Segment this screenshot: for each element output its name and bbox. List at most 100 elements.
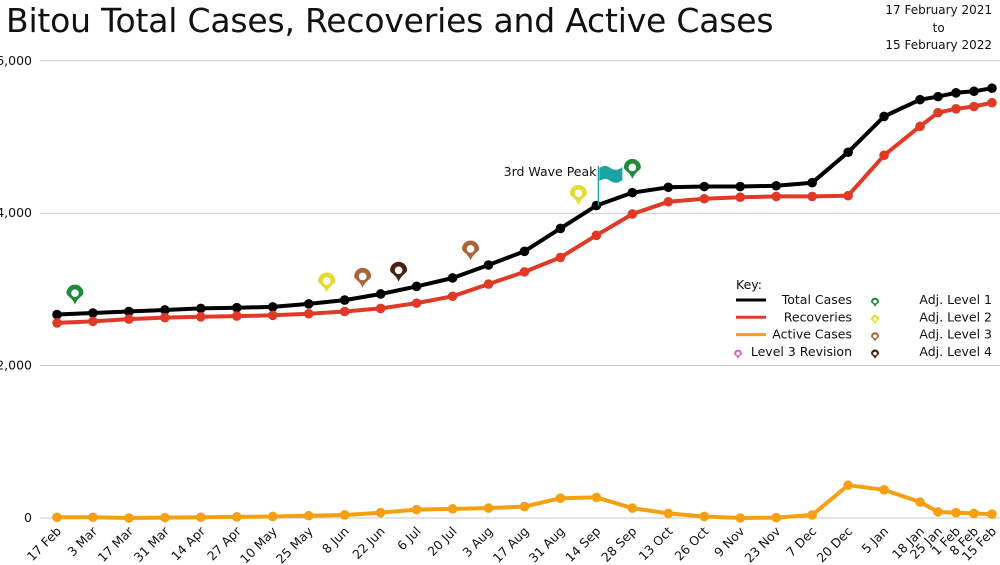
data-point xyxy=(771,191,781,202)
x-tick-label: 22 Jun xyxy=(349,524,387,562)
data-point xyxy=(987,83,997,94)
x-tick-label: 14 Sep xyxy=(562,523,603,564)
pin-hole xyxy=(736,351,740,356)
x-tick-label: 10 May xyxy=(237,523,280,565)
chart-legend: Key: Total Cases Recoveries Active Cases Lev… xyxy=(734,277,992,359)
level-marker-level1-icon xyxy=(66,284,84,305)
data-point xyxy=(196,312,206,322)
y-tick-label: 0 xyxy=(24,510,32,525)
pin-hole xyxy=(873,299,877,304)
data-point xyxy=(735,192,746,202)
x-tick-label: 26 Oct xyxy=(671,523,711,563)
data-point xyxy=(699,181,710,192)
data-point xyxy=(339,510,350,520)
legend-revision-label: Level 3 Revision xyxy=(751,344,852,359)
pin-hole xyxy=(873,351,877,356)
data-point xyxy=(483,503,494,513)
y-tick-label: 4,000 xyxy=(0,205,32,220)
data-point xyxy=(267,310,278,321)
pin-hole xyxy=(358,272,367,281)
data-point xyxy=(196,512,206,523)
y-axis-ticks: 0 2,000 4,000 6,000 xyxy=(0,53,32,525)
legend-level-label: Adj. Level 1 xyxy=(919,292,992,307)
data-point xyxy=(591,492,602,503)
data-point xyxy=(124,314,134,324)
pin-hole xyxy=(873,317,877,321)
peak-flag-icon xyxy=(599,166,623,183)
data-point xyxy=(627,209,638,219)
x-tick-label: 6 Jul xyxy=(394,524,424,554)
x-tick-label: 17 Mar xyxy=(95,523,137,565)
data-point xyxy=(52,309,62,320)
legend-level-label: Adj. Level 3 xyxy=(919,327,992,342)
date-range: 17 February 2021 to 15 February 2022 xyxy=(885,2,992,55)
data-point xyxy=(879,485,889,495)
data-series xyxy=(52,83,997,523)
data-point xyxy=(663,508,674,519)
data-point xyxy=(52,512,62,523)
legend-level-pin-icon xyxy=(871,314,879,325)
date-range-to: 15 February 2022 xyxy=(885,38,992,52)
data-point xyxy=(879,150,889,161)
data-point xyxy=(969,86,979,97)
data-point xyxy=(555,493,566,503)
data-point xyxy=(267,302,278,312)
x-tick-label: 28 Sep xyxy=(598,523,639,564)
data-point xyxy=(447,273,458,283)
data-point xyxy=(843,480,853,491)
pin-hole xyxy=(873,334,877,339)
data-point xyxy=(969,101,979,112)
data-point xyxy=(591,200,602,211)
data-point xyxy=(303,308,314,319)
x-tick-label: 20 Dec xyxy=(813,523,855,565)
level-marker-level3-icon xyxy=(462,240,480,261)
data-point xyxy=(843,190,853,201)
x-tick-label: 31 Mar xyxy=(131,523,173,565)
data-point xyxy=(447,504,458,514)
data-point xyxy=(933,91,943,102)
data-point xyxy=(915,94,925,105)
data-point xyxy=(160,512,170,523)
x-tick-label: 20 Jul xyxy=(424,524,459,559)
level-marker-level2-icon xyxy=(569,184,587,205)
pin-hole xyxy=(394,266,403,275)
data-point xyxy=(339,295,350,305)
legend-revision-pin-icon xyxy=(734,349,742,359)
x-tick-label: 31 Aug xyxy=(526,524,568,565)
level-marker-level2-icon xyxy=(318,272,336,293)
x-tick-label: 13 Oct xyxy=(635,523,675,563)
chart-title: Bitou Total Cases, Recoveries and Active… xyxy=(6,1,774,40)
data-point xyxy=(519,267,530,277)
data-point xyxy=(232,512,242,522)
data-point xyxy=(807,510,817,520)
series-line-active-cases xyxy=(55,483,994,520)
legend-label: Total Cases xyxy=(781,292,852,307)
date-range-from: 17 February 2021 xyxy=(885,3,992,17)
data-point xyxy=(915,121,925,132)
data-point xyxy=(124,513,134,523)
pin-hole xyxy=(322,277,331,285)
legend-title: Key: xyxy=(736,277,762,292)
data-point xyxy=(555,252,566,263)
data-point xyxy=(735,513,746,523)
data-point xyxy=(232,311,242,321)
data-point xyxy=(627,503,638,513)
grid-lines xyxy=(40,60,1000,519)
y-tick-label: 6,000 xyxy=(0,53,32,68)
x-tick-label: 25 May xyxy=(273,523,316,565)
data-point xyxy=(339,306,350,317)
data-point xyxy=(879,111,889,122)
data-point xyxy=(987,509,997,519)
data-point xyxy=(735,181,746,192)
level-marker-level3-icon xyxy=(354,267,372,288)
legend-label: Recoveries xyxy=(784,309,852,324)
data-point xyxy=(843,147,853,158)
data-point xyxy=(124,306,134,317)
data-point xyxy=(303,299,314,309)
pin-hole xyxy=(466,245,475,253)
x-tick-label: 17 Aug xyxy=(490,524,532,565)
data-point xyxy=(519,246,530,257)
legend-label: Active Cases xyxy=(772,327,852,342)
